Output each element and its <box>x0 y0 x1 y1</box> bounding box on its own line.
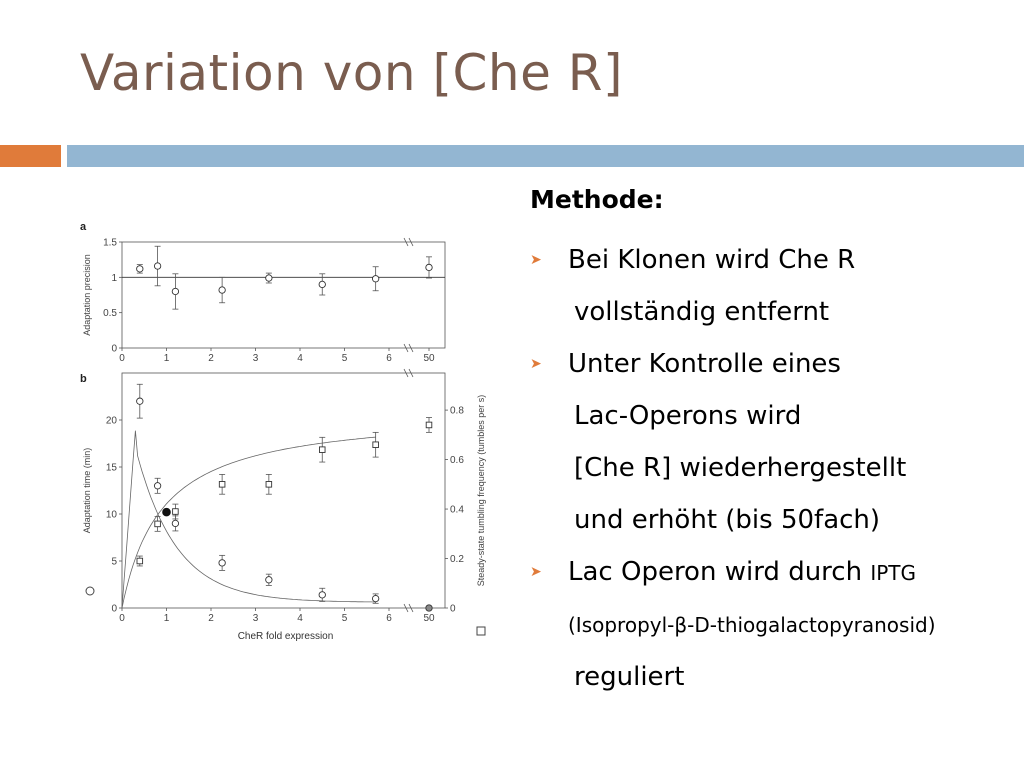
legend-circle-symbol <box>85 586 95 596</box>
accent-bar-blue <box>67 145 1024 167</box>
y-tick-label: 0.5 <box>103 308 117 319</box>
data-point-filled <box>162 507 171 517</box>
fit-curve-adaptation-time <box>121 430 376 609</box>
panel-label-b: b <box>80 373 87 385</box>
y-axis-label: Adaptation precision <box>82 254 92 336</box>
iptg-label: IPTG <box>870 561 917 585</box>
x-tick-label: 2 <box>208 353 214 364</box>
bullet-line: reguliert <box>574 662 685 692</box>
data-point-square <box>372 441 379 448</box>
data-point-circle <box>153 482 162 490</box>
data-point-square <box>425 421 433 429</box>
x-axis-label: CheR fold expression <box>238 631 334 642</box>
bullet-item-1: ➤ Bei Klonen wird Che R vollständig entf… <box>530 234 1010 338</box>
panel-label-a: a <box>80 221 87 233</box>
x-tick-label: 5 <box>342 613 348 624</box>
x-tick-label: 1 <box>164 353 170 364</box>
data-point-circle <box>318 280 326 289</box>
bullet-item-2: ➤ Unter Kontrolle eines Lac-Operons wird… <box>530 338 1010 546</box>
y-tick-label: 1 <box>111 273 117 284</box>
x-tick-label: 4 <box>297 613 303 624</box>
x-tick-label: 2 <box>208 613 214 624</box>
data-point-square <box>172 508 179 515</box>
slide-title: Variation von [Che R] <box>80 44 623 102</box>
data-point-circle <box>218 559 226 567</box>
x-tick-label: 0 <box>119 353 125 364</box>
bullet-line: vollständig entfernt <box>574 297 830 327</box>
data-point-circle <box>318 591 326 599</box>
data-point-circle <box>171 287 180 296</box>
axis-break-mark <box>403 343 414 353</box>
bullet-item-3: ➤ Lac Operon wird durch IPTG (Isopropyl-… <box>530 546 1010 703</box>
data-point-circle <box>171 519 180 528</box>
x-tick-label: 4 <box>297 353 303 364</box>
x-tick-label: 50 <box>423 613 435 624</box>
data-point-circle <box>153 262 162 270</box>
arrowhead-bullet-icon: ➤ <box>530 356 542 372</box>
bullet-line: Bei Klonen wird Che R <box>568 245 856 275</box>
y2-tick-label: 0.4 <box>450 505 464 516</box>
data-point-square <box>318 446 326 453</box>
fit-curve-tumbling-frequency <box>121 436 376 609</box>
x-tick-label: 6 <box>386 613 392 624</box>
data-point-circle <box>265 576 273 584</box>
method-heading: Methode: <box>530 185 664 214</box>
y2-axis-label: Steady-state tumbling frequency (tumbles… <box>476 395 486 587</box>
y-tick-label: 15 <box>106 463 118 474</box>
bullet-line-text: Lac Operon wird durch <box>568 557 871 587</box>
x-tick-label: 0 <box>119 613 125 624</box>
y2-tick-label: 0.2 <box>450 554 464 565</box>
y-axis-label: Adaptation time (min) <box>82 448 92 534</box>
data-point-circle <box>136 265 144 273</box>
x-tick-label: 1 <box>164 613 170 624</box>
y-tick-label: 20 <box>106 416 118 427</box>
chart-figure: a 0 0.5 1 1.5 0 1 2 3 4 5 6 50 Adaptation precision b 0… <box>78 215 498 655</box>
data-point-circle <box>218 286 226 294</box>
data-point-circle <box>265 274 273 282</box>
data-point-square <box>154 520 161 528</box>
y2-tick-label: 0.8 <box>450 406 464 417</box>
panel-a-frame <box>121 241 446 349</box>
axis-break-mark <box>403 368 414 378</box>
data-point-square <box>136 557 144 565</box>
accent-bar-orange <box>0 145 61 167</box>
y-tick-label: 5 <box>111 557 117 568</box>
y-tick-label: 1.5 <box>103 238 117 249</box>
arrowhead-bullet-icon: ➤ <box>530 564 542 580</box>
y-tick-label: 10 <box>106 510 118 521</box>
data-point-circle <box>136 397 144 405</box>
axis-break-mark <box>403 603 414 613</box>
y2-tick-label: 0.6 <box>450 455 464 466</box>
bullet-line: [Che R] wiederhergestellt <box>574 453 907 483</box>
bullet-line: (Isopropyl-β-D-thiogalactopyranosid) <box>568 613 936 637</box>
data-point-circle <box>425 263 433 272</box>
x-tick-label: 3 <box>253 613 259 624</box>
x-tick-label: 5 <box>342 353 348 364</box>
panel-b-frame <box>121 372 446 609</box>
bullet-list: Methode: ➤ Bei Klonen wird Che R vollstä… <box>530 185 1010 703</box>
bullet-line: Lac Operon wird durch IPTG <box>568 546 1010 599</box>
arrowhead-bullet-icon: ➤ <box>530 252 542 268</box>
bullet-line: und erhöht (bis 50fach) <box>574 505 881 535</box>
x-tick-label: 3 <box>253 353 259 364</box>
y2-tick-label: 0 <box>450 604 456 615</box>
data-point-square <box>218 481 226 488</box>
bullet-line: Lac-Operons wird <box>574 401 802 431</box>
data-point-circle <box>371 594 380 603</box>
y-tick-label: 0 <box>111 344 117 355</box>
data-point-circle <box>425 604 433 612</box>
data-point-square <box>265 481 273 488</box>
legend-square-symbol <box>476 626 486 636</box>
axis-break-mark <box>403 237 414 247</box>
x-tick-label: 6 <box>386 353 392 364</box>
data-point-circle <box>371 275 380 283</box>
y-tick-label: 0 <box>111 604 117 615</box>
bullet-line: Unter Kontrolle eines <box>568 349 841 379</box>
x-tick-label: 50 <box>423 353 435 364</box>
